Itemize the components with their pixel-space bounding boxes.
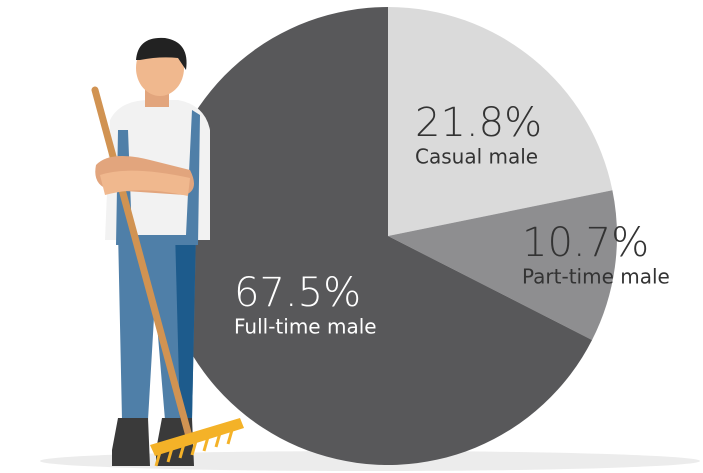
value-label: 67.5% [234, 270, 361, 316]
chart: 21.8%Casual male 10.7%Part-time male 67.5%… [0, 0, 703, 473]
category-label: Part-time male [522, 265, 670, 289]
value-label: 21.8% [415, 100, 542, 146]
boot [112, 418, 150, 466]
category-label: Full-time male [234, 315, 377, 339]
value-label: 10.7% [522, 220, 649, 266]
category-label: Casual male [415, 145, 538, 169]
